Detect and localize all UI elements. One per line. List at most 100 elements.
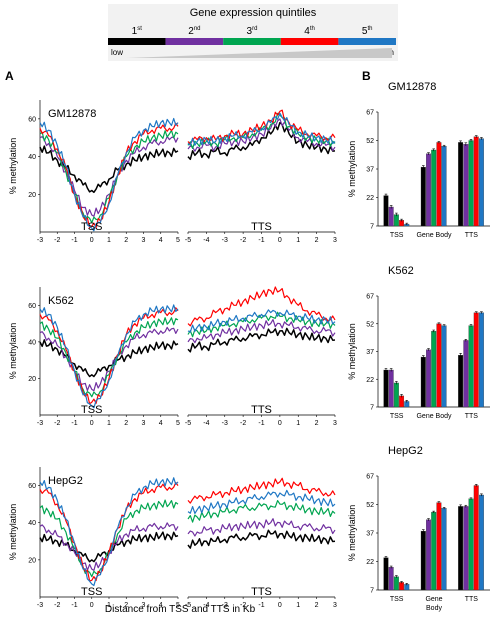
line-panel-hepg2-tts: -5 -4 -3 -2 -1 0 1 2 3 TTS	[185, 477, 337, 609]
bar-quintile-2	[463, 144, 469, 227]
region-annotation: TSS	[81, 221, 102, 233]
legend-color-swatch	[223, 38, 281, 45]
cell-line-label: GM12878	[48, 108, 96, 120]
series-line-quintile-2	[187, 518, 336, 537]
x-tick-label: 2	[315, 602, 319, 609]
x-tick-label: 2	[124, 602, 128, 609]
category-label-line: TSS	[390, 596, 404, 603]
series-line-quintile-3	[187, 311, 336, 338]
y-tick-label: 20	[28, 192, 36, 199]
cell-line-label: HepG2	[388, 445, 423, 457]
category-label: TTS	[465, 232, 479, 239]
bar-panel-k562: 7 22 37 52 67 % methylation K562 TSS Gene Body TT…	[347, 265, 490, 420]
y-tick-label: 37	[366, 349, 374, 356]
bar-quintile-1	[458, 506, 464, 591]
series-line-quintile-3	[39, 129, 179, 224]
y-axis-label: % methylation	[8, 504, 18, 561]
y-tick-label: 67	[366, 474, 374, 481]
x-tick-label: -2	[54, 420, 60, 427]
y-tick-label: 22	[366, 559, 374, 566]
legend-color-swatch	[338, 38, 396, 45]
x-tick-label: 1	[296, 420, 300, 427]
bar-quintile-2	[388, 567, 394, 591]
x-tick-label: 3	[333, 602, 337, 609]
legend-quintile-suffix: th	[310, 26, 315, 32]
bar-quintile-2	[426, 153, 431, 227]
x-tick-label: 3	[333, 420, 337, 427]
x-tick-label: -1	[71, 237, 77, 244]
region-annotation: TTS	[251, 586, 272, 598]
cell-line-label: K562	[48, 295, 74, 307]
x-tick-label: 3	[142, 420, 146, 427]
panel-label-a: A	[5, 69, 14, 83]
y-tick-label: 52	[366, 502, 374, 509]
bar-quintile-5	[441, 508, 447, 591]
bar-quintile-4	[473, 312, 479, 408]
region-annotation: TTS	[251, 221, 272, 233]
line-panel-hepg2-tss: 20 40 60 % methylation HepG2 -3 -2 -1 0 1 2 3 4 5 TSS	[8, 467, 180, 609]
bar-quintile-2	[388, 206, 394, 227]
x-tick-label: 3	[142, 602, 146, 609]
x-tick-label: 5	[176, 237, 180, 244]
category-label: TSS	[390, 232, 404, 239]
bar-quintile-4	[436, 142, 442, 227]
legend-quintile-number: 3	[247, 26, 253, 37]
category-label-line: TTS	[465, 232, 479, 239]
y-tick-label: 7	[370, 224, 374, 231]
y-tick-label: 67	[366, 294, 374, 301]
x-tick-label: 1	[107, 237, 111, 244]
legend-quintile-suffix: rd	[252, 26, 257, 32]
bar-quintile-4	[473, 136, 479, 227]
x-tick-label: -1	[258, 602, 264, 609]
legend-low-label: low	[111, 48, 123, 57]
x-tick-label: -1	[258, 420, 264, 427]
x-tick-label: 1	[296, 602, 300, 609]
region-annotation: TTS	[251, 404, 272, 416]
bar-quintile-3	[431, 149, 437, 227]
legend-quintile-label: 5th	[362, 26, 373, 37]
bar-quintile-3	[393, 382, 399, 408]
x-tick-label: 3	[333, 237, 337, 244]
x-tick-label: -1	[71, 602, 77, 609]
legend-quintile-number: 2	[188, 26, 194, 37]
y-tick-label: 40	[28, 339, 36, 346]
x-tick-label: -3	[37, 602, 43, 609]
x-tick-label: 4	[159, 420, 163, 427]
legend-quintile-label: 2nd	[188, 26, 200, 37]
series-line-quintile-5	[39, 117, 179, 232]
y-axis-label: % methylation	[347, 323, 357, 380]
cell-line-label: GM12878	[388, 81, 436, 93]
legend-quintile-label: 4th	[304, 26, 315, 37]
x-tick-label: -2	[240, 237, 246, 244]
y-tick-label: 7	[370, 588, 374, 595]
bar-quintile-3	[468, 325, 474, 408]
x-tick-label: -3	[222, 237, 228, 244]
x-tick-label: 5	[176, 420, 180, 427]
legend-quintile-suffix: nd	[194, 26, 201, 32]
bar-quintile-3	[468, 140, 474, 227]
legend-quintile-number: 5	[362, 26, 368, 37]
y-tick-label: 22	[366, 195, 374, 202]
x-tick-label: 0	[90, 420, 94, 427]
legend: Gene expression quintiles 1st 2nd 3rd 4th 5t…	[108, 4, 398, 61]
x-tick-label: -3	[222, 420, 228, 427]
bar-quintile-2	[463, 340, 469, 408]
x-axis-title: Distance from TSS and TTS in Kb	[105, 604, 256, 615]
x-tick-label: -2	[54, 237, 60, 244]
x-tick-label: -4	[203, 237, 209, 244]
y-axis-label: % methylation	[8, 323, 18, 380]
category-label: Gene Body	[425, 596, 442, 612]
x-tick-label: -4	[203, 420, 209, 427]
category-label-line: Gene	[425, 596, 442, 603]
y-axis-label: % methylation	[347, 141, 357, 198]
category-label-line: Body	[426, 605, 442, 612]
series-line-quintile-2	[39, 522, 179, 571]
cell-line-label: K562	[388, 265, 414, 277]
bar-quintile-4	[399, 582, 405, 591]
series-line-quintile-2	[39, 135, 179, 217]
bar-quintile-5	[478, 312, 484, 408]
legend-color-swatch	[108, 38, 166, 45]
bar-quintile-4	[436, 323, 442, 408]
bar-quintile-4	[399, 395, 405, 408]
